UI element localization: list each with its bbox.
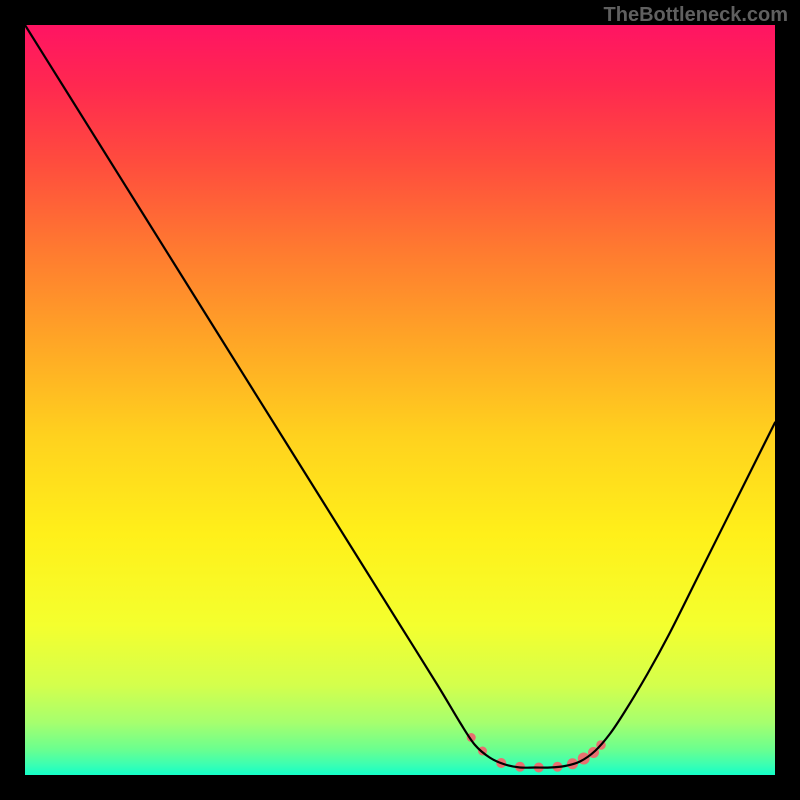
curve-layer [25,25,775,775]
plot-area [25,25,775,775]
bottleneck-curve [25,25,775,768]
watermark-text: TheBottleneck.com [604,4,788,27]
